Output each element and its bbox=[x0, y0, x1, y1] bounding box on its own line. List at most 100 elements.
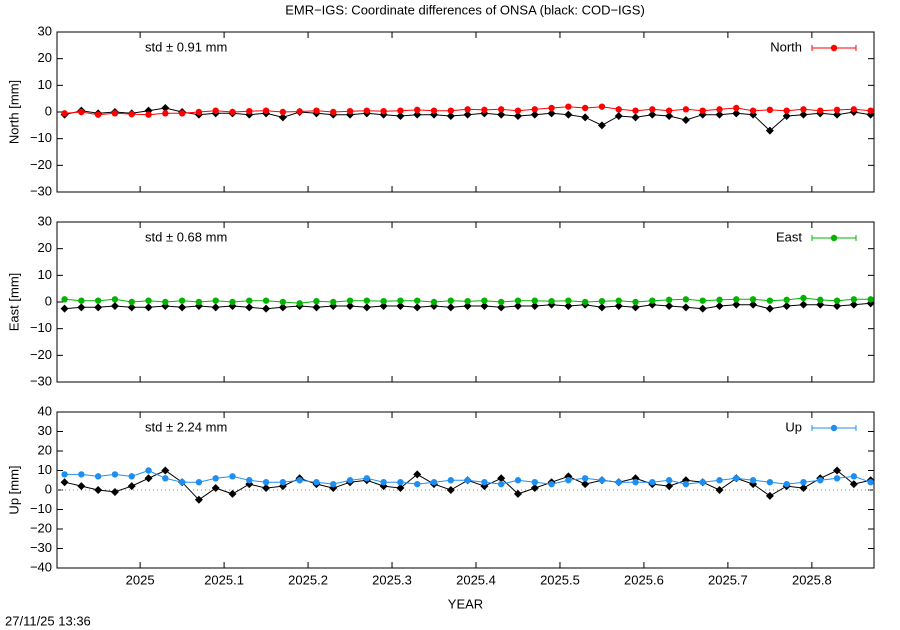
data-point bbox=[211, 303, 220, 312]
x-tick-label: 2025.1 bbox=[204, 572, 244, 587]
data-point bbox=[78, 471, 85, 478]
data-point bbox=[246, 477, 253, 484]
data-point bbox=[531, 297, 538, 304]
data-point bbox=[380, 298, 387, 305]
data-point bbox=[313, 107, 320, 114]
data-point bbox=[262, 484, 271, 493]
data-point bbox=[162, 110, 169, 117]
data-point bbox=[195, 108, 203, 116]
data-point bbox=[144, 474, 153, 483]
data-point bbox=[229, 108, 236, 116]
data-point bbox=[649, 106, 656, 113]
data-point bbox=[446, 303, 455, 312]
data-point bbox=[615, 479, 622, 486]
page-title: EMR−IGS: Coordinate differences of ONSA … bbox=[285, 2, 645, 17]
data-point bbox=[61, 471, 68, 478]
data-point bbox=[380, 108, 387, 115]
legend-symbol bbox=[830, 234, 838, 242]
data-point bbox=[430, 479, 438, 486]
data-point bbox=[77, 303, 86, 312]
data-point bbox=[681, 303, 690, 312]
data-point bbox=[379, 302, 388, 310]
data-point bbox=[463, 110, 472, 119]
data-point bbox=[145, 297, 152, 304]
y-tick-label: 20 bbox=[38, 442, 52, 457]
data-point bbox=[480, 302, 489, 310]
data-point bbox=[581, 113, 590, 122]
data-point bbox=[312, 303, 321, 312]
data-point bbox=[598, 103, 606, 110]
data-point bbox=[648, 110, 657, 119]
data-point bbox=[194, 495, 203, 504]
y-tick-label: 0 bbox=[45, 481, 52, 496]
y-tick-label: 0 bbox=[45, 103, 52, 118]
data-point bbox=[464, 298, 471, 305]
data-point bbox=[682, 296, 690, 303]
data-point bbox=[649, 479, 656, 486]
y-tick-label: 10 bbox=[38, 77, 52, 92]
data-point bbox=[246, 297, 253, 304]
data-point bbox=[783, 296, 790, 304]
data-point bbox=[128, 473, 135, 480]
legend-label: Up bbox=[785, 419, 802, 434]
data-point bbox=[446, 486, 455, 494]
y-tick-label: −20 bbox=[30, 347, 52, 362]
data-point bbox=[162, 298, 169, 306]
data-point bbox=[195, 479, 203, 486]
data-point bbox=[817, 477, 824, 484]
data-point bbox=[799, 300, 808, 309]
data-point bbox=[565, 297, 572, 304]
data-point bbox=[279, 108, 287, 116]
data-point bbox=[564, 302, 573, 310]
data-point bbox=[94, 486, 103, 494]
y-tick-label: −20 bbox=[30, 157, 52, 172]
data-point bbox=[665, 477, 673, 484]
y-tick-label: 0 bbox=[45, 293, 52, 308]
data-point bbox=[800, 294, 807, 302]
x-tick-label: 2025.8 bbox=[792, 572, 832, 587]
data-point bbox=[548, 104, 555, 112]
data-point bbox=[94, 303, 103, 312]
data-point bbox=[564, 110, 573, 119]
std-annotation: std ± 0.91 mm bbox=[145, 39, 227, 54]
data-point bbox=[380, 479, 387, 486]
data-point bbox=[61, 296, 68, 303]
data-point bbox=[94, 111, 102, 118]
data-point bbox=[464, 106, 471, 113]
data-point bbox=[414, 106, 421, 114]
data-point bbox=[94, 473, 102, 480]
data-point bbox=[111, 471, 119, 478]
data-point bbox=[715, 302, 724, 310]
data-point bbox=[665, 302, 674, 310]
data-point bbox=[665, 112, 674, 120]
data-point bbox=[732, 109, 741, 118]
data-point bbox=[278, 303, 287, 312]
data-point bbox=[430, 107, 438, 114]
data-point bbox=[296, 477, 303, 484]
data-point bbox=[195, 298, 203, 306]
data-point bbox=[749, 296, 757, 303]
data-point bbox=[665, 107, 673, 114]
y-tick-label: 10 bbox=[38, 267, 52, 282]
data-point bbox=[363, 475, 371, 482]
data-point bbox=[782, 302, 791, 310]
data-point bbox=[631, 113, 640, 122]
y-axis-label: Up [mm] bbox=[6, 465, 21, 514]
data-point bbox=[531, 106, 538, 113]
data-point bbox=[127, 303, 136, 312]
data-point bbox=[632, 107, 639, 114]
data-point bbox=[833, 106, 841, 114]
data-point bbox=[833, 302, 842, 310]
data-point bbox=[396, 112, 405, 120]
data-point bbox=[782, 112, 791, 120]
data-point bbox=[833, 297, 841, 304]
y-tick-label: 30 bbox=[38, 23, 52, 38]
data-point bbox=[363, 297, 371, 304]
data-point bbox=[699, 479, 706, 486]
data-point bbox=[110, 487, 119, 496]
data-point bbox=[497, 480, 505, 488]
data-point bbox=[262, 107, 270, 114]
data-point bbox=[262, 479, 270, 486]
data-point bbox=[715, 110, 724, 119]
